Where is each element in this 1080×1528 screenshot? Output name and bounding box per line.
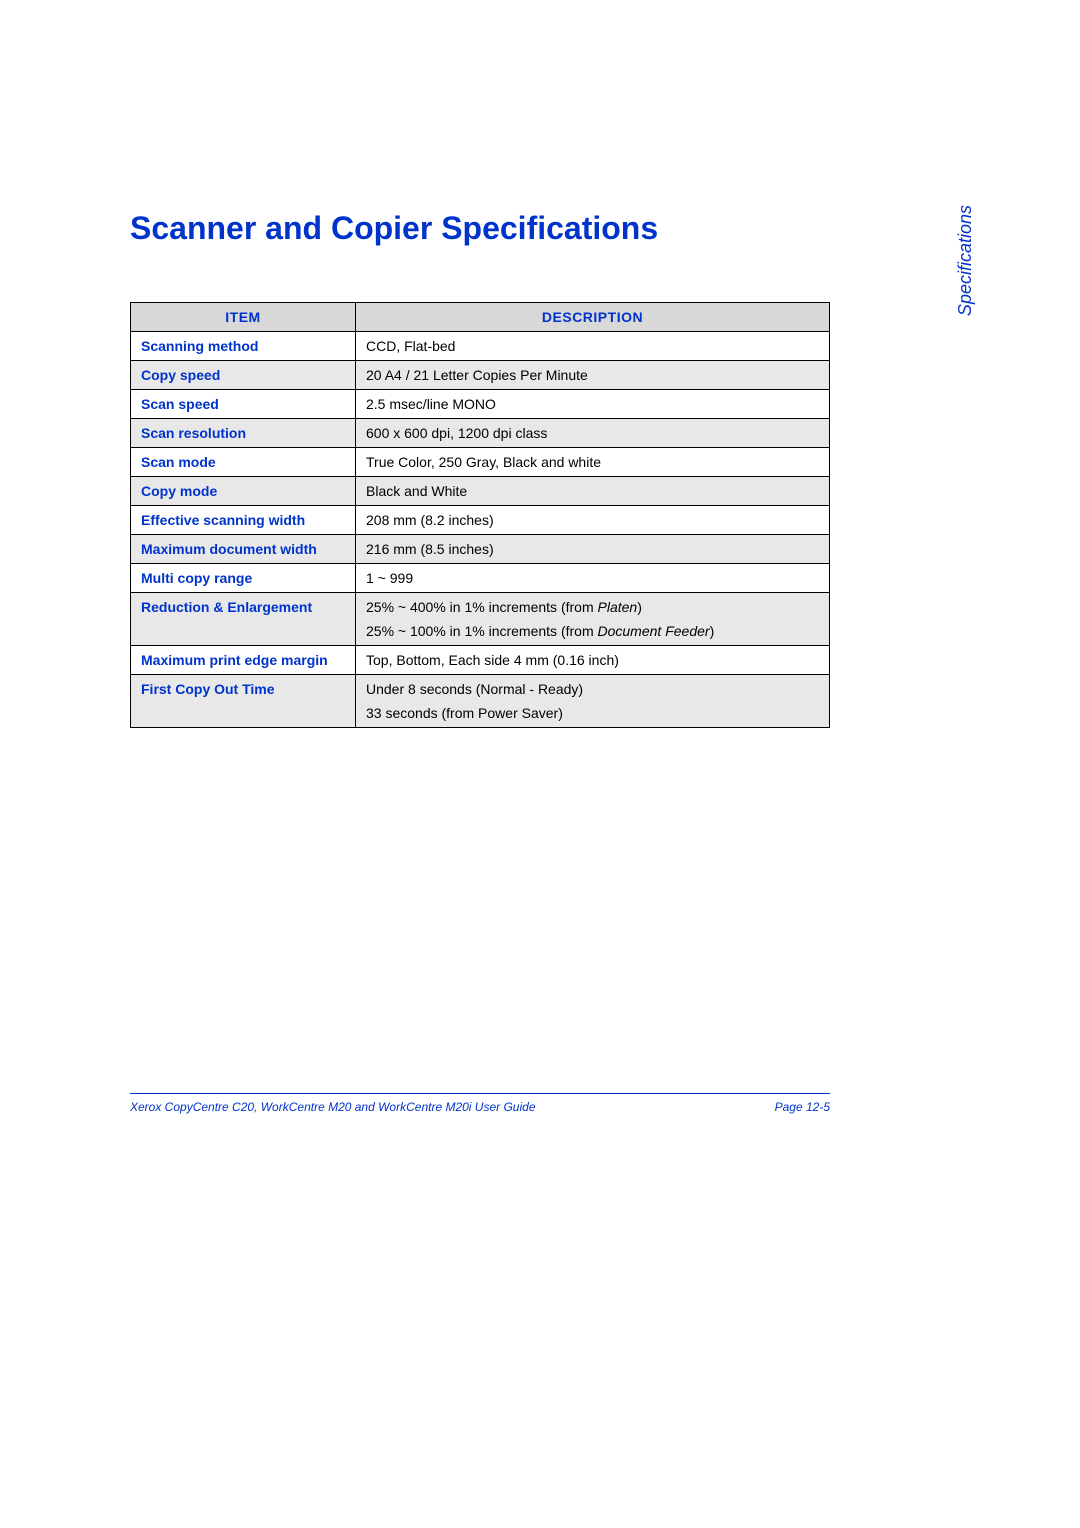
spec-item-label: Maximum print edge margin (131, 646, 356, 675)
table-row: Copy speed20 A4 / 21 Letter Copies Per M… (131, 361, 830, 390)
table-row: Effective scanning width208 mm (8.2 inch… (131, 506, 830, 535)
spec-item-value: 208 mm (8.2 inches) (356, 506, 830, 535)
spec-item-value: 25% ~ 400% in 1% increments (from Platen… (356, 593, 830, 646)
page-footer: Xerox CopyCentre C20, WorkCentre M20 and… (130, 1100, 830, 1114)
side-section-label: Specifications (955, 205, 976, 316)
page-content: Scanner and Copier Specifications ITEM D… (130, 210, 950, 728)
spec-item-label: Scanning method (131, 332, 356, 361)
spec-item-label: Copy mode (131, 477, 356, 506)
table-row: Scan resolution600 x 600 dpi, 1200 dpi c… (131, 419, 830, 448)
table-row: Scanning methodCCD, Flat-bed (131, 332, 830, 361)
spec-item-value: True Color, 250 Gray, Black and white (356, 448, 830, 477)
spec-item-label: Scan speed (131, 390, 356, 419)
footer-left-text: Xerox CopyCentre C20, WorkCentre M20 and… (130, 1100, 536, 1114)
spec-item-label: Scan mode (131, 448, 356, 477)
spec-item-value: 2.5 msec/line MONO (356, 390, 830, 419)
table-row: Maximum print edge marginTop, Bottom, Ea… (131, 646, 830, 675)
table-row: First Copy Out TimeUnder 8 seconds (Norm… (131, 675, 830, 728)
spec-item-value: 216 mm (8.5 inches) (356, 535, 830, 564)
spec-item-value: Top, Bottom, Each side 4 mm (0.16 inch) (356, 646, 830, 675)
table-row: Copy modeBlack and White (131, 477, 830, 506)
footer-page-number: Page 12-5 (775, 1100, 830, 1114)
spec-item-label: Multi copy range (131, 564, 356, 593)
spec-item-value: 1 ~ 999 (356, 564, 830, 593)
spec-item-value: Black and White (356, 477, 830, 506)
col-header-item: ITEM (131, 303, 356, 332)
table-row: Multi copy range1 ~ 999 (131, 564, 830, 593)
spec-item-value: Under 8 seconds (Normal - Ready)33 secon… (356, 675, 830, 728)
spec-item-value: 600 x 600 dpi, 1200 dpi class (356, 419, 830, 448)
spec-item-label: Scan resolution (131, 419, 356, 448)
footer-divider (130, 1093, 830, 1094)
table-row: Reduction & Enlargement25% ~ 400% in 1% … (131, 593, 830, 646)
table-row: Scan speed2.5 msec/line MONO (131, 390, 830, 419)
spec-item-label: Reduction & Enlargement (131, 593, 356, 646)
spec-item-label: Maximum document width (131, 535, 356, 564)
col-header-description: DESCRIPTION (356, 303, 830, 332)
spec-item-label: First Copy Out Time (131, 675, 356, 728)
spec-item-label: Effective scanning width (131, 506, 356, 535)
page-title: Scanner and Copier Specifications (130, 210, 950, 247)
table-row: Scan modeTrue Color, 250 Gray, Black and… (131, 448, 830, 477)
table-header-row: ITEM DESCRIPTION (131, 303, 830, 332)
table-row: Maximum document width216 mm (8.5 inches… (131, 535, 830, 564)
spec-table: ITEM DESCRIPTION Scanning methodCCD, Fla… (130, 302, 830, 728)
spec-item-value: CCD, Flat-bed (356, 332, 830, 361)
spec-item-value: 20 A4 / 21 Letter Copies Per Minute (356, 361, 830, 390)
spec-item-label: Copy speed (131, 361, 356, 390)
